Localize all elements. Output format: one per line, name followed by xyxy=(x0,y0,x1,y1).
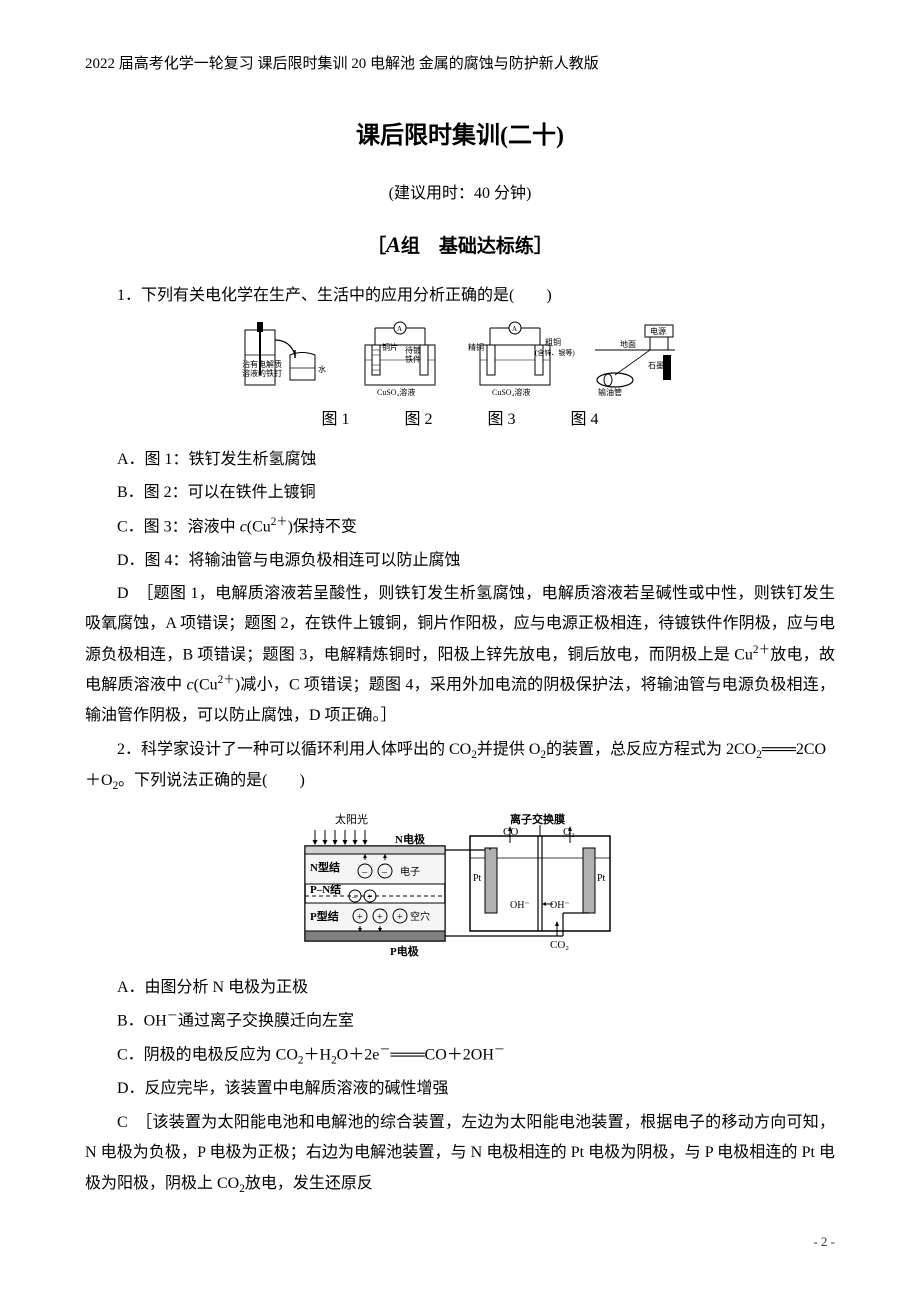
svg-text:–: – xyxy=(351,892,357,902)
figure-labels: 图 1 图 2 图 3 图 4 xyxy=(85,405,835,435)
figure-row: 沾有电解质 溶液的铁钉 水 A 铜片 待镀 铁件 CuSO₄溶液 xyxy=(85,320,835,400)
q2-diagram: 太阳光 N电极 N型结 – – 电子 P–N结 – + P型结 + + + 空穴 xyxy=(85,808,835,963)
svg-text:水: 水 xyxy=(318,364,326,374)
figure-3: A 精铜 粗铜 (含锌、银等) CuSO₄溶液 xyxy=(465,320,575,400)
svg-text:OH⁻: OH⁻ xyxy=(510,900,530,911)
main-title: 课后限时集训(二十) xyxy=(85,114,835,160)
svg-text:(含锌、银等): (含锌、银等) xyxy=(535,348,575,357)
svg-text:电源: 电源 xyxy=(650,326,666,336)
svg-text:精铜: 精铜 xyxy=(468,342,484,352)
svg-text:空穴: 空穴 xyxy=(410,910,430,923)
svg-text:Pt: Pt xyxy=(473,873,482,884)
svg-text:–: – xyxy=(361,867,368,878)
q2-option-a: A．由图分析 N 电极为正极 xyxy=(85,973,835,1003)
svg-text:+: + xyxy=(357,912,363,923)
q1-explanation: D ［题图 1，电解质溶液若呈酸性，则铁钉发生析氢腐蚀，电解质溶液若呈碱性或中性… xyxy=(85,579,835,732)
q2-explanation: C ［该装置为太阳能电池和电解池的综合装置，左边为太阳能电池装置，根据电子的移动… xyxy=(85,1108,835,1200)
svg-text:电子: 电子 xyxy=(400,865,420,878)
svg-text:–: – xyxy=(381,867,388,878)
figure-4: 电源 地面 石墨 输油管 xyxy=(590,320,680,400)
svg-text:N型结: N型结 xyxy=(310,860,340,874)
figure-2: A 铜片 待镀 铁件 CuSO₄溶液 xyxy=(350,320,450,400)
svg-text:+: + xyxy=(367,892,372,902)
svg-text:CuSO₄溶液: CuSO₄溶液 xyxy=(377,387,415,397)
svg-text:+: + xyxy=(397,912,403,923)
subtitle: (建议用时：40 分钟) xyxy=(85,179,835,209)
svg-text:CuSO₄溶液: CuSO₄溶液 xyxy=(492,387,530,397)
question-1-text: 1．下列有关电化学在生产、生活中的应用分析正确的是( ) xyxy=(85,281,835,311)
svg-text:地面: 地面 xyxy=(620,339,636,349)
svg-text:+: + xyxy=(377,912,383,923)
svg-text:A: A xyxy=(512,325,517,333)
figure-1: 沾有电解质 溶液的铁钉 水 xyxy=(240,320,335,400)
svg-text:太阳光: 太阳光 xyxy=(335,812,368,826)
svg-text:O₂: O₂ xyxy=(563,826,575,838)
q1-option-c: C．图 3：溶液中 c(Cu2＋)保持不变 xyxy=(85,512,835,543)
svg-text:OH⁻: OH⁻ xyxy=(550,900,570,911)
question-2-text: 2．科学家设计了一种可以循环利用人体呼出的 CO2并提供 O2的装置，总反应方程… xyxy=(85,735,835,798)
page-number: - 2 - xyxy=(85,1230,835,1255)
svg-text:Pt: Pt xyxy=(597,873,606,884)
svg-text:石墨: 石墨 xyxy=(648,361,664,370)
svg-text:输油管: 输油管 xyxy=(598,387,622,397)
svg-text:P电极: P电极 xyxy=(390,944,420,958)
page-header: 2022 届高考化学一轮复习 课后限时集训 20 电解池 金属的腐蚀与防护新人教… xyxy=(85,50,835,79)
q1-option-d: D．图 4：将输油管与电源负极相连可以防止腐蚀 xyxy=(85,546,835,576)
svg-text:N电极: N电极 xyxy=(395,832,426,846)
q2-option-c: C．阴极的电极反应为 CO2＋H2O＋2e－═══CO＋2OH－ xyxy=(85,1040,835,1072)
q1-option-b: B．图 2：可以在铁件上镀铜 xyxy=(85,478,835,508)
q1-option-a: A．图 1：铁钉发生析氢腐蚀 xyxy=(85,445,835,475)
q2-option-b: B．OH－通过离子交换膜迁向左室 xyxy=(85,1006,835,1037)
svg-text:离子交换膜: 离子交换膜 xyxy=(510,812,565,826)
svg-text:铜片: 铜片 xyxy=(382,342,398,352)
svg-text:P型结: P型结 xyxy=(310,909,339,923)
q2-option-d: D．反应完毕，该装置中电解质溶液的碱性增强 xyxy=(85,1074,835,1104)
svg-text:溶液的铁钉: 溶液的铁钉 xyxy=(242,368,282,378)
svg-text:铁件: 铁件 xyxy=(405,354,421,364)
svg-text:粗铜: 粗铜 xyxy=(545,337,561,347)
svg-text:CO₂: CO₂ xyxy=(550,939,569,951)
svg-text:待镀: 待镀 xyxy=(405,345,421,355)
section-header: ［A组 基础达标练］ xyxy=(85,224,835,266)
svg-text:P–N结: P–N结 xyxy=(310,882,341,896)
svg-text:沾有电解质: 沾有电解质 xyxy=(242,359,282,369)
svg-text:A: A xyxy=(397,325,402,333)
